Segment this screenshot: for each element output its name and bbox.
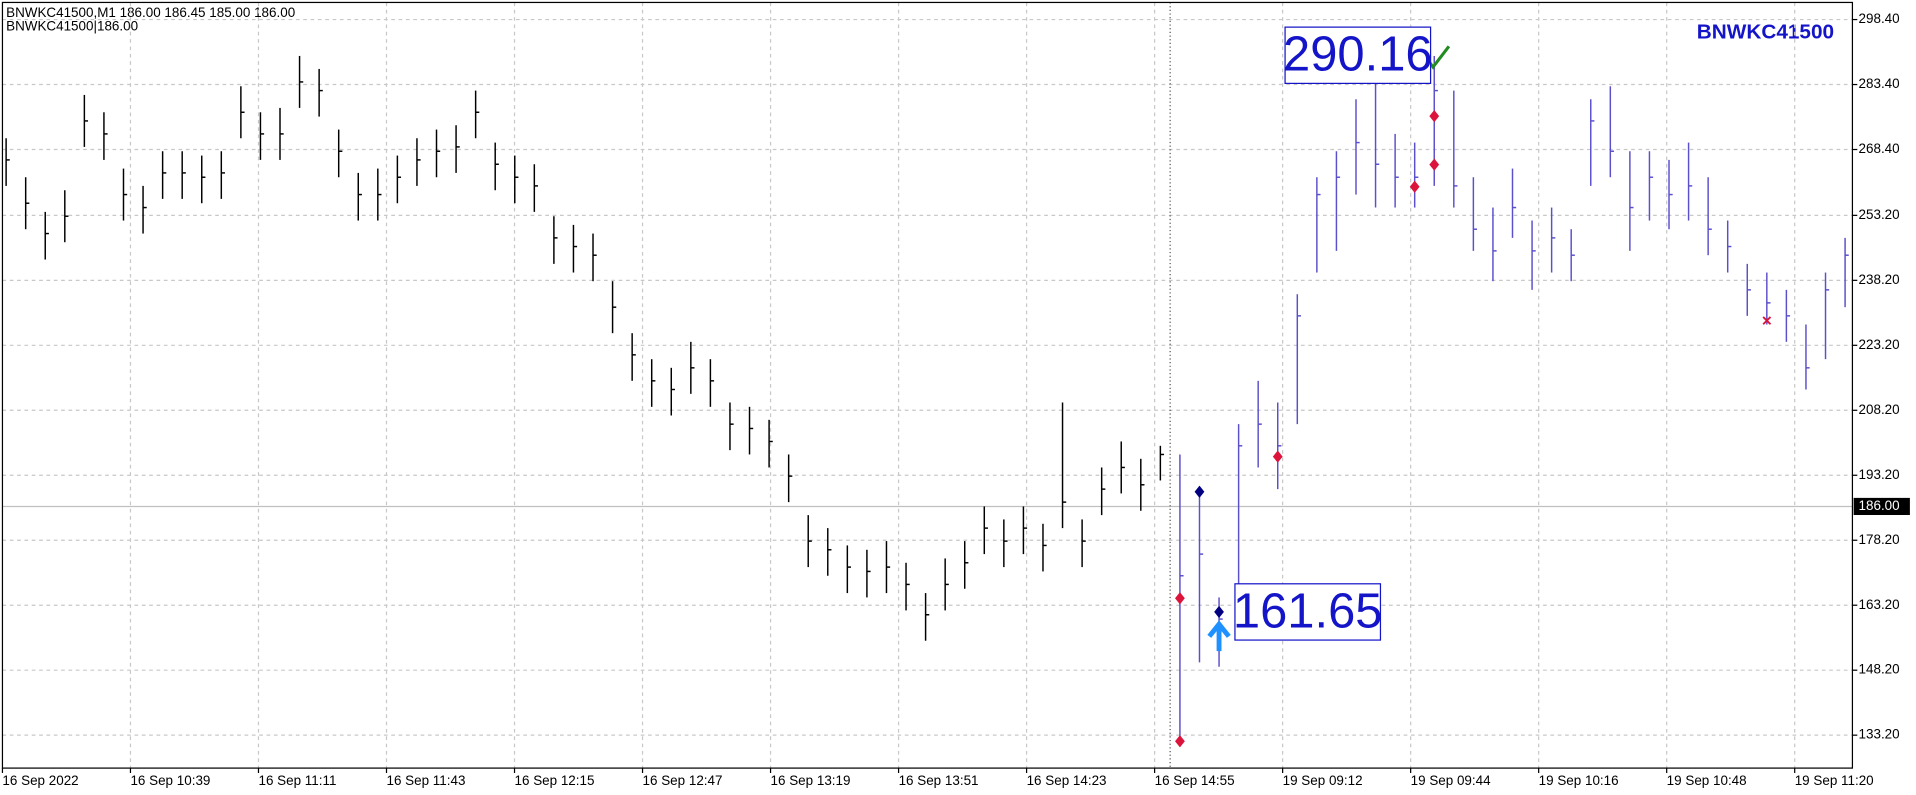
signal-arrow bbox=[1207, 620, 1231, 652]
signal-diamond bbox=[1429, 110, 1440, 123]
x-tick-label: 19 Sep 10:16 bbox=[1539, 773, 1619, 788]
price-label-box bbox=[1234, 583, 1382, 641]
current-price-label: 186.00 bbox=[1859, 498, 1900, 513]
x-tick-label: 16 Sep 11:11 bbox=[258, 773, 336, 788]
y-tick-label: 208.20 bbox=[1859, 402, 1900, 417]
y-tick-label: 253.20 bbox=[1859, 207, 1900, 222]
signal-cross bbox=[1762, 316, 1772, 325]
signal-diamond bbox=[1175, 592, 1185, 605]
y-tick-label: 223.20 bbox=[1859, 337, 1900, 352]
x-tick-label: 19 Sep 09:44 bbox=[1411, 773, 1491, 788]
y-tick-label: 283.40 bbox=[1859, 76, 1900, 91]
plot-frame bbox=[1, 1, 1854, 769]
symbol-label: BNWKC41500 bbox=[1697, 21, 1834, 44]
x-tick-label: 19 Sep 11:20 bbox=[1795, 773, 1874, 788]
header-line: BNWKC41500|186.00 bbox=[6, 18, 138, 33]
x-tick-label: 16 Sep 12:47 bbox=[643, 773, 723, 788]
x-tick-label: 16 Sep 13:19 bbox=[771, 773, 851, 788]
y-tick-label: 298.40 bbox=[1859, 11, 1900, 26]
signal-diamond bbox=[1272, 450, 1283, 463]
y-tick-label: 238.20 bbox=[1859, 272, 1900, 287]
x-tick-label: 19 Sep 09:12 bbox=[1283, 773, 1363, 788]
x-tick-label: 16 Sep 2022 bbox=[2, 773, 78, 788]
x-tick-label: 16 Sep 14:23 bbox=[1027, 773, 1107, 788]
y-tick-label: 178.20 bbox=[1859, 532, 1900, 547]
header-line: BNWKC41500,M1 186.00 186.45 185.00 186.0… bbox=[6, 5, 295, 20]
y-tick-label: 133.20 bbox=[1859, 727, 1900, 742]
y-tick-label: 268.40 bbox=[1859, 141, 1900, 156]
x-tick-label: 16 Sep 14:55 bbox=[1155, 773, 1235, 788]
x-tick-label: 16 Sep 12:15 bbox=[515, 773, 595, 788]
x-tick-label: 19 Sep 10:48 bbox=[1667, 773, 1747, 788]
signal-diamond bbox=[1194, 485, 1205, 498]
y-tick-label: 163.20 bbox=[1859, 597, 1900, 612]
price-label-box bbox=[1284, 26, 1432, 84]
current-price-box bbox=[1853, 497, 1910, 516]
price-label: 290.16 bbox=[1283, 28, 1433, 82]
x-tick-label: 16 Sep 11:43 bbox=[387, 773, 466, 788]
y-tick-label: 193.20 bbox=[1859, 467, 1900, 482]
signal-diamond bbox=[1409, 180, 1420, 193]
x-tick-label: 16 Sep 10:39 bbox=[130, 773, 210, 788]
y-tick-label: 148.20 bbox=[1859, 662, 1900, 677]
price-label: 161.65 bbox=[1233, 584, 1383, 638]
signal-diamond bbox=[1175, 735, 1185, 748]
x-tick-label: 16 Sep 13:51 bbox=[899, 773, 979, 788]
signal-diamond bbox=[1429, 158, 1440, 171]
